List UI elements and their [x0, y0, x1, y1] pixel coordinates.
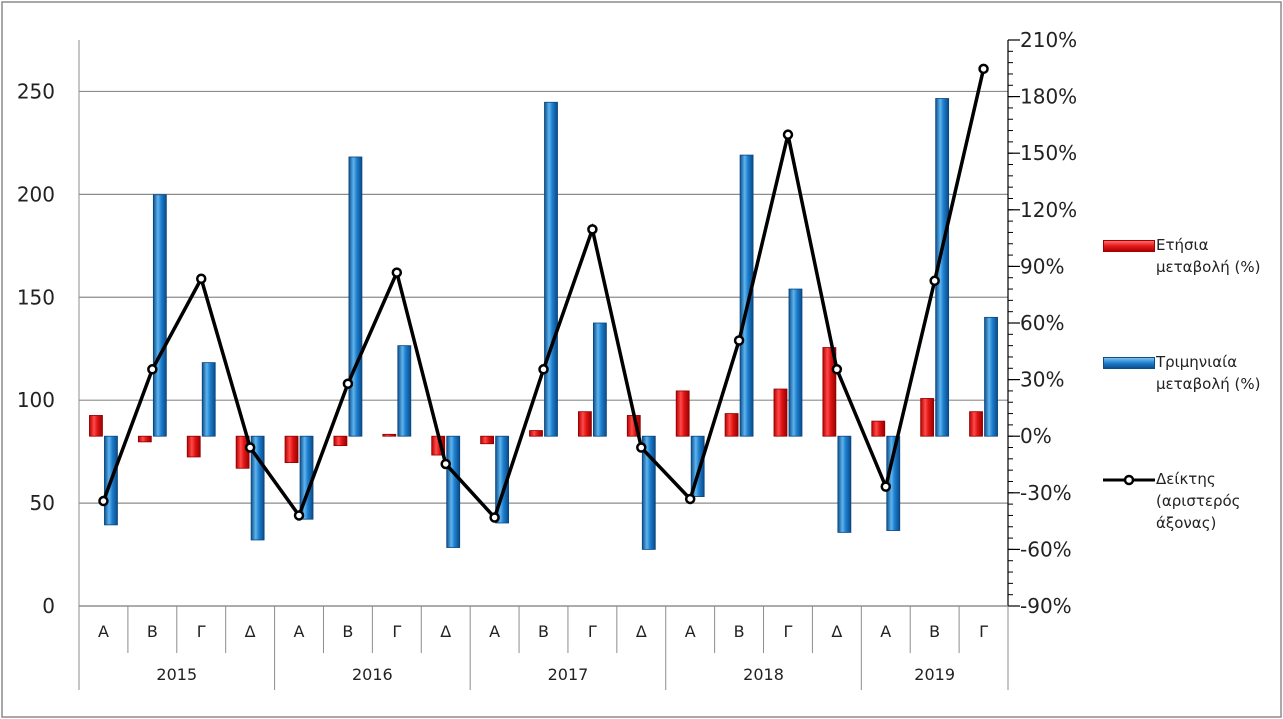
bar-quarterly: [935, 98, 950, 437]
x-group-label: 2015: [156, 665, 197, 684]
bar-quarterly: [592, 322, 607, 437]
point-index: [489, 512, 500, 523]
bar-annual: [920, 398, 935, 437]
x-group-label: 2017: [548, 665, 589, 684]
x-tick-label: Β: [538, 622, 549, 641]
bar-quarterly: [788, 288, 803, 437]
point-index: [244, 442, 256, 453]
left-axis-tick-label: 100: [17, 388, 55, 412]
right-axis-tick-label: 30%: [1020, 368, 1064, 392]
point-index: [538, 364, 549, 375]
point-index: [147, 364, 158, 375]
bar-quarterly: [348, 156, 363, 437]
bar-quarterly: [984, 316, 998, 437]
left-axis-tick-label: 250: [17, 79, 55, 103]
bar-annual: [382, 433, 397, 437]
x-tick-label: Δ: [636, 622, 647, 641]
x-tick-label: Δ: [831, 622, 842, 641]
left-axis-tick-label: 0: [42, 594, 55, 618]
x-tick-label: Α: [98, 622, 109, 641]
x-tick-label: Δ: [245, 622, 256, 641]
point-index: [195, 273, 207, 284]
bar-annual: [333, 435, 348, 447]
bar-annual: [89, 415, 103, 437]
point-index: [98, 495, 109, 507]
x-group-label: 2016: [352, 665, 393, 684]
right-axis-tick-label: -30%: [1020, 481, 1072, 505]
legend-label-index: Δείκτης (αριστερός άξονας): [1156, 470, 1241, 532]
bar-quarterly: [739, 154, 754, 437]
bar-annual: [871, 420, 886, 437]
point-index: [440, 458, 451, 470]
bar-annual: [577, 411, 592, 437]
right-axis-tick-label: 210%: [1020, 28, 1077, 52]
x-tick-label: Γ: [588, 622, 597, 641]
x-tick-label: Β: [734, 622, 745, 641]
bar-annual: [773, 388, 788, 437]
x-tick-label: Γ: [979, 622, 988, 641]
bar-quarterly: [152, 194, 167, 437]
point-index: [831, 364, 843, 375]
bar-quarterly: [837, 435, 852, 533]
x-tick-label: Δ: [440, 622, 451, 641]
bar-annual: [284, 435, 299, 464]
right-axis-tick-label: 0%: [1020, 424, 1052, 448]
right-axis-tick-label: -60%: [1020, 537, 1072, 561]
bar-annual: [186, 435, 201, 458]
bar-annual: [969, 411, 983, 437]
left-axis-tick-label: 50: [30, 491, 55, 515]
legend-swatch-index: [1103, 474, 1155, 486]
bar-quarterly: [641, 435, 656, 550]
point-index: [636, 442, 647, 453]
x-tick-label: Α: [685, 622, 696, 641]
right-axis-tick-label: 180%: [1020, 85, 1077, 109]
x-tick-label: Α: [489, 622, 500, 641]
bar-annual: [137, 435, 152, 443]
right-axis-tick-label: 150%: [1020, 141, 1077, 165]
bar-quarterly: [446, 435, 461, 548]
legend-label-annual: Ετήσια μεταβολή (%): [1156, 236, 1261, 276]
x-tick-label: Β: [147, 622, 158, 641]
legend-label-quarterly: Τριμηνιαία μεταβολή (%): [1156, 353, 1261, 393]
legend-swatch-annual: [1103, 240, 1155, 252]
x-tick-label: Β: [929, 622, 940, 641]
bar-quarterly: [397, 345, 412, 437]
x-tick-label: Γ: [784, 622, 793, 641]
right-axis-tick-label: -90%: [1020, 594, 1072, 618]
point-index: [391, 267, 403, 278]
point-index: [733, 335, 745, 346]
x-group-label: 2018: [743, 665, 784, 684]
point-index: [978, 63, 989, 75]
bar-annual: [529, 430, 543, 437]
bar-quarterly: [201, 362, 216, 437]
point-index: [342, 378, 354, 389]
right-axis-tick-label: 60%: [1020, 311, 1064, 335]
x-tick-label: Α: [294, 622, 305, 641]
point-index: [880, 481, 892, 492]
point-index: [587, 224, 598, 235]
bar-annual: [675, 390, 690, 437]
point-index: [293, 510, 305, 521]
point-index: [929, 275, 940, 287]
left-axis-tick-label: 200: [17, 182, 55, 206]
x-tick-label: Α: [880, 622, 891, 641]
x-group-label: 2019: [914, 665, 955, 684]
bar-quarterly: [544, 101, 558, 437]
x-tick-label: Β: [342, 622, 353, 641]
right-axis-tick-label: 120%: [1020, 198, 1077, 222]
legend-swatch-quarterly: [1103, 357, 1155, 369]
bar-annual: [480, 435, 495, 445]
x-tick-label: Γ: [197, 622, 206, 641]
point-index: [782, 129, 794, 140]
right-axis-tick-label: 90%: [1020, 254, 1064, 278]
line-index: [101, 68, 986, 521]
point-index: [684, 493, 696, 505]
bar-annual: [724, 413, 739, 437]
x-tick-label: Γ: [392, 622, 401, 641]
left-axis-tick-label: 150: [17, 285, 55, 309]
